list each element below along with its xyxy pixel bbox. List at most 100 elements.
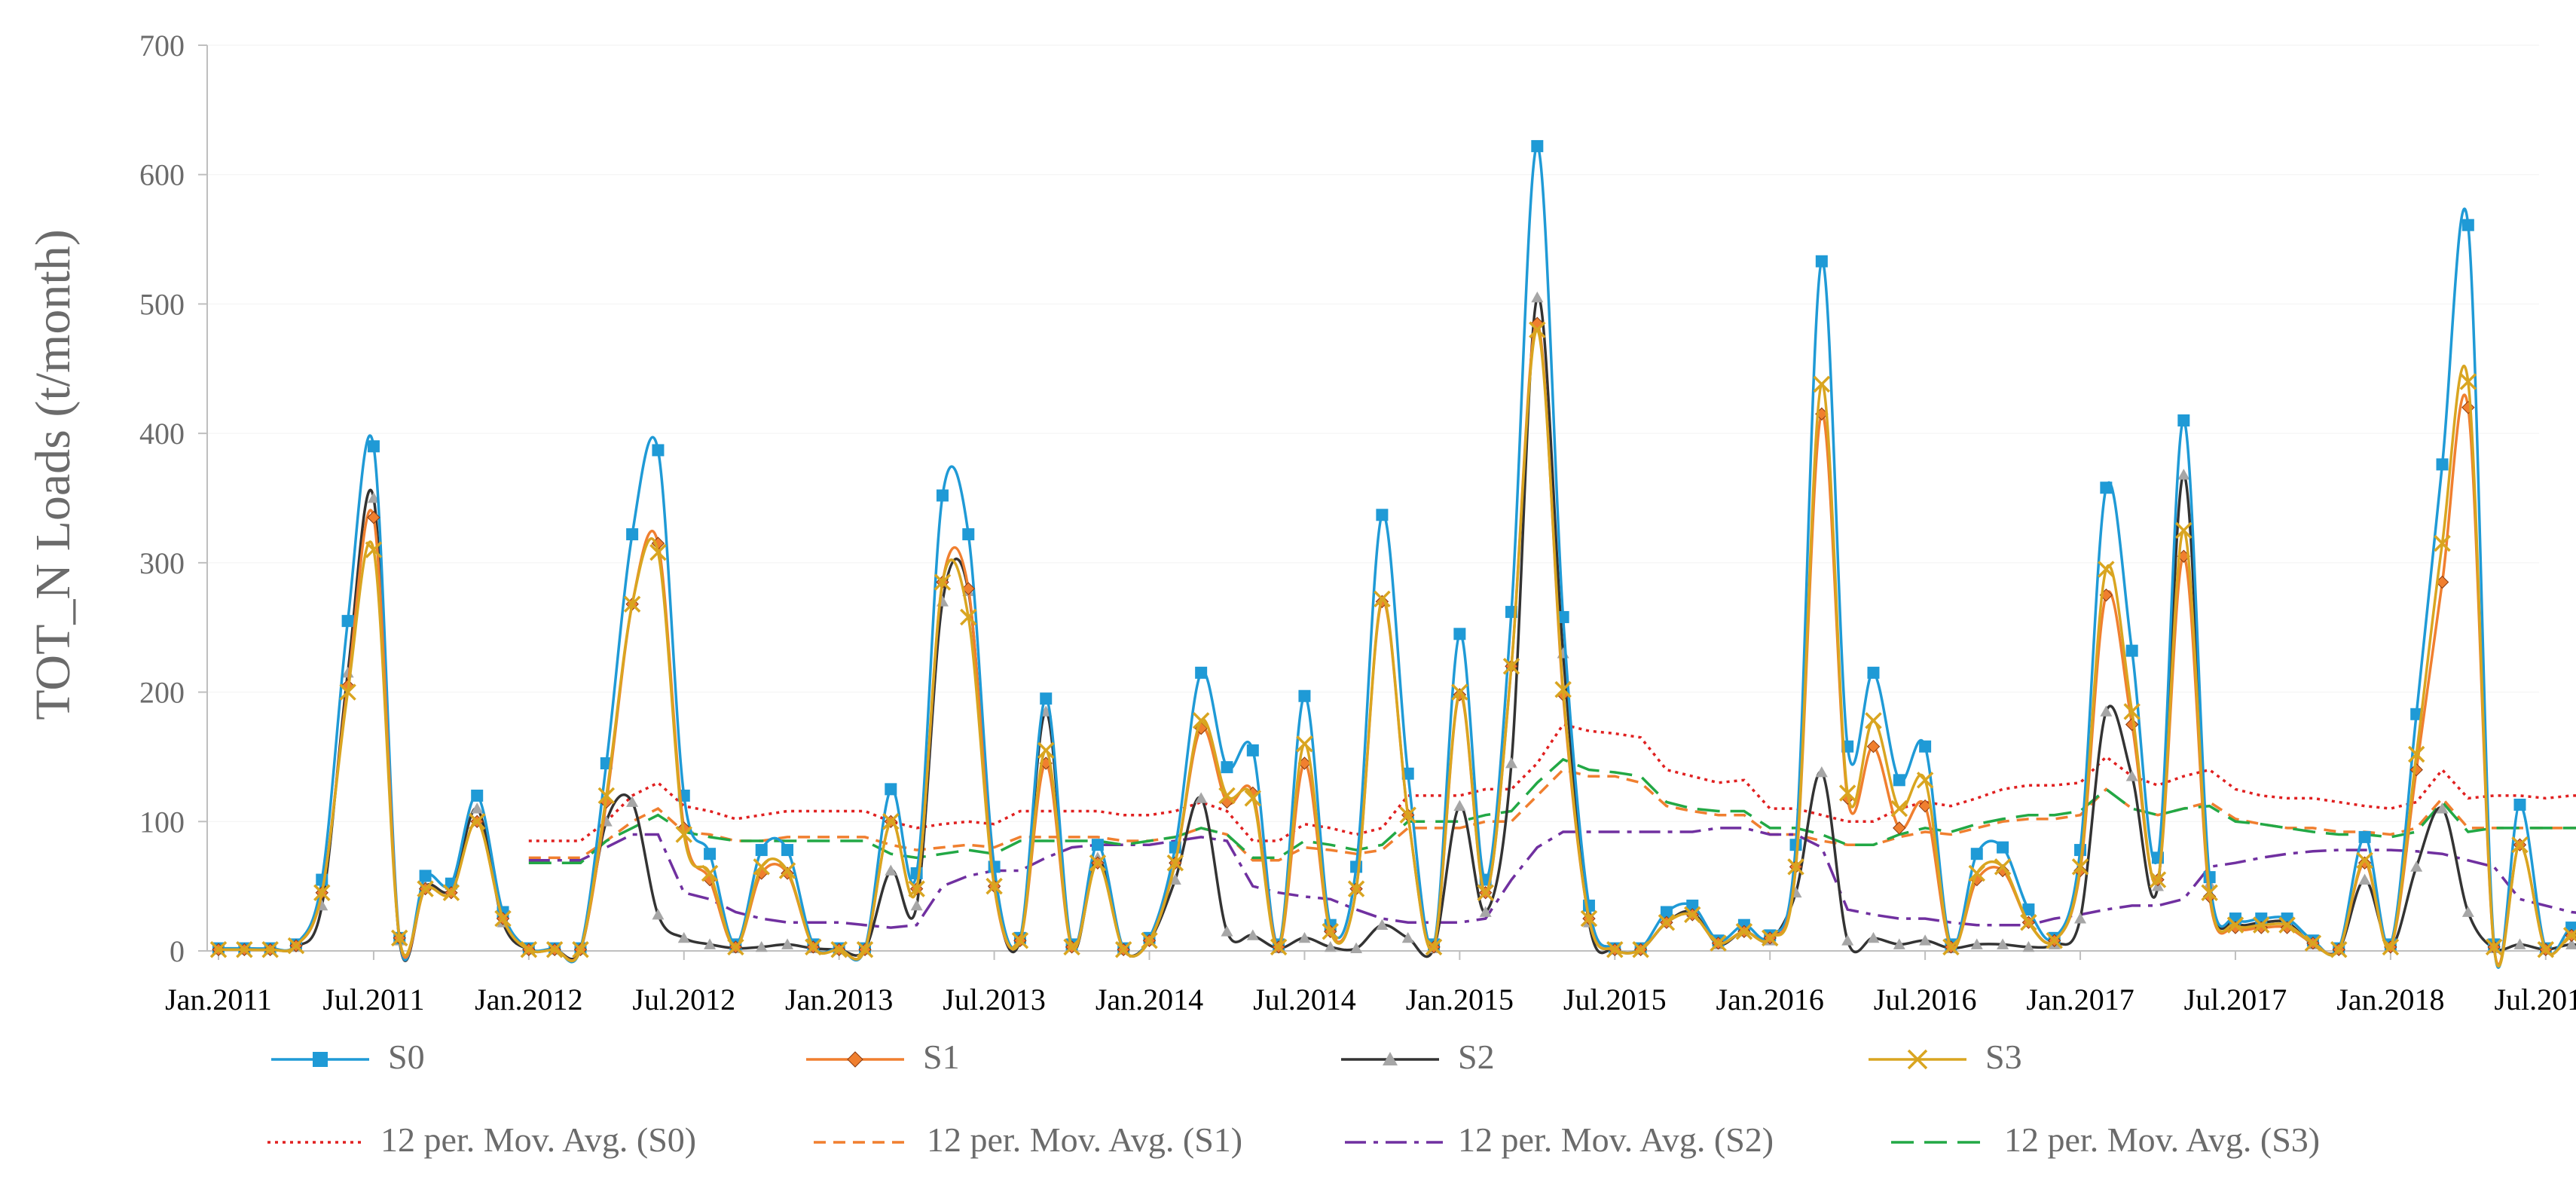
series-line <box>218 145 2576 969</box>
data-point <box>1114 941 1132 958</box>
data-point <box>805 938 822 956</box>
data-point <box>1505 757 1517 769</box>
data-point <box>962 528 975 541</box>
data-point <box>1686 899 1699 912</box>
data-point <box>856 941 874 958</box>
axes <box>206 45 2539 952</box>
data-point <box>1218 787 1236 805</box>
series-12-per-mov-avg-s0 <box>528 723 2576 842</box>
legend-label: S1 <box>923 1038 960 1076</box>
data-point <box>391 929 408 947</box>
data-point <box>2358 873 2371 885</box>
data-point <box>704 848 717 860</box>
x-tick-label: Jul.2017 <box>2184 983 2287 1016</box>
data-point <box>471 789 484 802</box>
data-point <box>778 862 796 879</box>
x-tick-label: Jan.2018 <box>2336 983 2444 1016</box>
data-point <box>365 541 383 558</box>
data-point <box>1841 934 1854 946</box>
data-point <box>1244 790 1262 807</box>
data-point <box>1453 799 1466 812</box>
legend-marker <box>1383 1052 1398 1065</box>
data-point <box>2434 534 2451 552</box>
data-point <box>2098 561 2115 578</box>
data-point <box>1970 848 1983 860</box>
data-point <box>1195 792 1208 803</box>
data-point <box>2071 858 2089 876</box>
data-point <box>1815 766 1828 778</box>
data-point <box>1997 938 2009 949</box>
data-point <box>1866 739 1881 753</box>
data-point <box>2410 708 2423 720</box>
x-tick-label: Jan.2012 <box>475 983 582 1016</box>
data-point <box>1996 864 2009 878</box>
data-point <box>1838 784 1856 802</box>
data-point <box>1374 590 1391 608</box>
data-point <box>494 909 512 928</box>
data-point <box>2177 469 2190 480</box>
data-point <box>626 528 639 541</box>
data-point <box>910 899 923 911</box>
x-tick-label: Jan.2017 <box>2026 983 2134 1016</box>
legend-label: 12 per. Mov. Avg. (S1) <box>927 1120 1242 1159</box>
y-tick-label: 0 <box>170 934 185 968</box>
y-tick-label: 400 <box>139 417 185 451</box>
data-point <box>2459 373 2477 390</box>
data-point <box>1221 761 1233 774</box>
data-point <box>755 844 768 857</box>
series-12-per-mov-avg-s2 <box>528 827 2576 929</box>
data-point <box>1298 931 1311 943</box>
data-point <box>341 615 354 628</box>
data-point <box>885 783 897 796</box>
data-point <box>1893 938 1905 949</box>
data-point <box>2436 458 2449 471</box>
x-tick-label: Jan.2016 <box>1716 983 1824 1016</box>
moving-average-line <box>528 827 2576 929</box>
data-point <box>1994 858 2012 876</box>
y-tick-labels: 0 100 200 300 400 500 600 700 <box>139 29 207 968</box>
legend-label: 12 per. Mov. Avg. (S3) <box>2004 1120 2320 1159</box>
data-point <box>1091 839 1104 851</box>
data-point <box>2175 521 2193 540</box>
y-tick-label: 200 <box>139 676 185 710</box>
data-point <box>1684 906 1701 924</box>
data-point <box>626 796 639 807</box>
data-point <box>1916 772 1934 789</box>
series-s0 <box>212 139 2576 969</box>
data-point <box>597 787 616 805</box>
data-point <box>1037 741 1055 760</box>
data-point <box>1246 744 1259 757</box>
data-point <box>339 683 356 701</box>
data-point <box>2074 844 2087 857</box>
data-point <box>2358 830 2371 843</box>
data-point <box>209 941 228 958</box>
data-point <box>1787 858 1804 876</box>
data-point <box>1195 666 1208 679</box>
data-point <box>885 864 897 876</box>
data-point <box>910 867 923 879</box>
data-point <box>2565 938 2576 949</box>
data-point <box>1531 291 1544 303</box>
legend-marker <box>847 1051 863 1068</box>
data-point <box>545 941 564 958</box>
data-point <box>1479 906 1492 917</box>
series-s2 <box>212 291 2576 962</box>
data-point <box>2562 927 2576 944</box>
legend-item: S3 <box>1869 1038 2022 1076</box>
data-point <box>236 941 253 958</box>
legend-label: S2 <box>1458 1038 1495 1076</box>
data-point <box>2356 851 2373 870</box>
data-point <box>367 511 380 524</box>
data-point <box>2201 884 2218 901</box>
data-point <box>1166 854 1184 872</box>
data-point <box>1376 509 1389 521</box>
data-point <box>1169 873 1181 885</box>
data-point <box>1089 854 1107 872</box>
data-point <box>1606 941 1624 958</box>
x-tick-label: Jan.2013 <box>785 983 893 1016</box>
data-point <box>2177 414 2190 426</box>
legend-item: 12 per. Mov. Avg. (S1) <box>814 1120 1242 1159</box>
data-point <box>2382 938 2400 956</box>
data-point <box>1502 657 1520 675</box>
data-point <box>1554 680 1572 698</box>
